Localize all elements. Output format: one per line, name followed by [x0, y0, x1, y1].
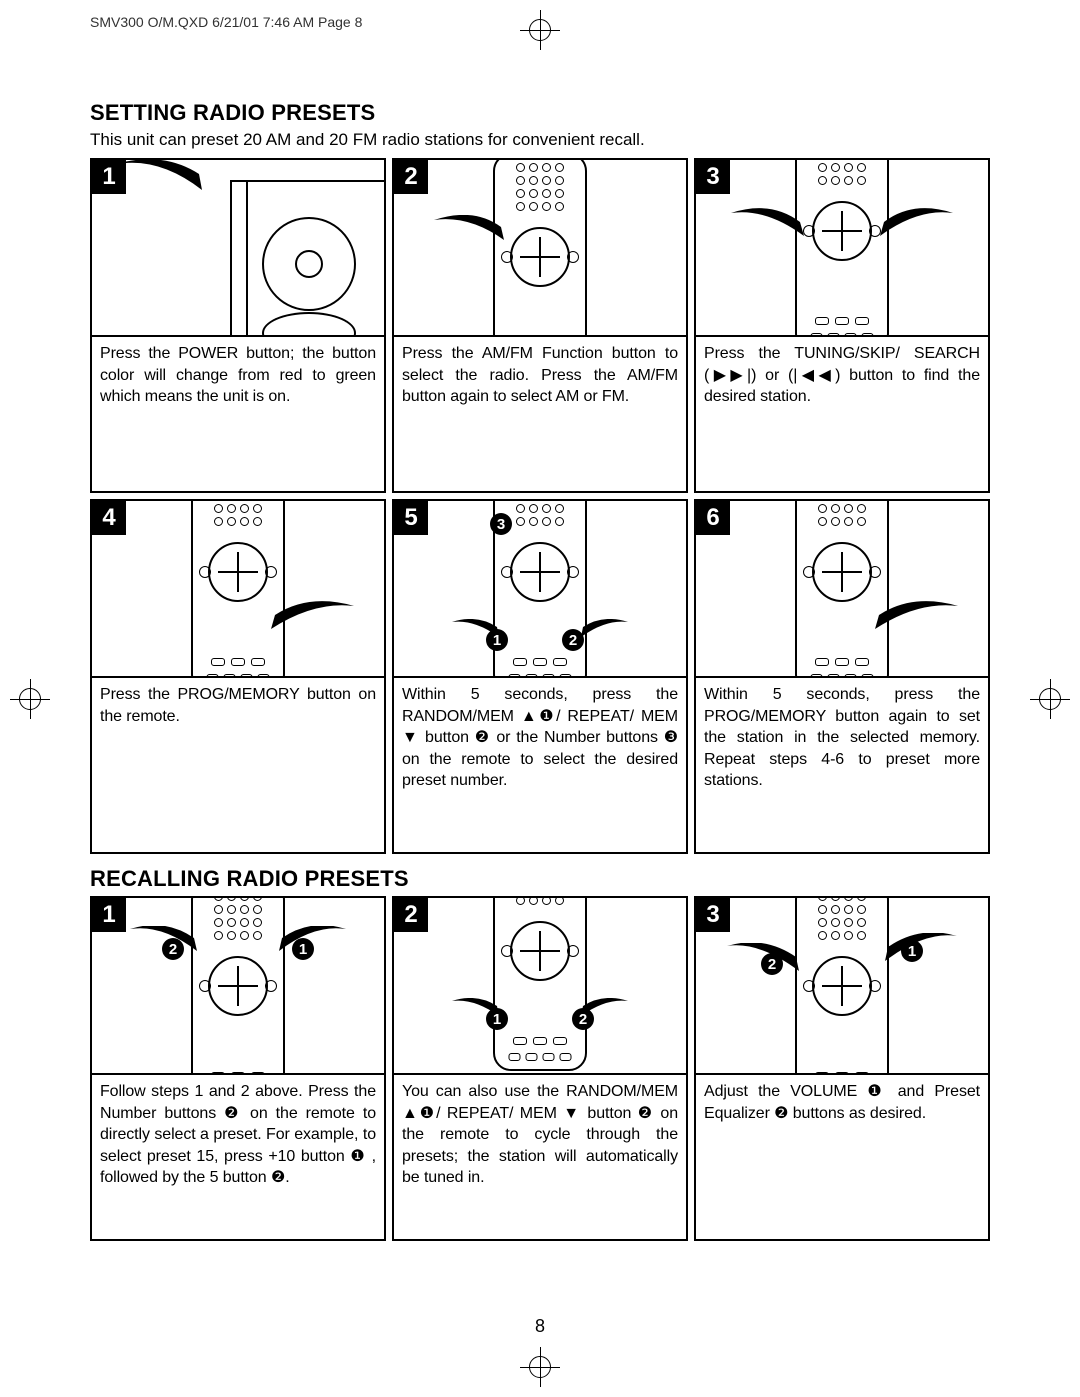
- crop-mark-right: [1030, 679, 1070, 719]
- step-cell: 6 Within 5 seconds, press the PROG/MEMOR…: [694, 499, 990, 854]
- press-arrow-icon: [868, 208, 958, 263]
- callout-badge: 1: [486, 629, 508, 651]
- step-text: Follow steps 1 and 2 above. Press the Nu…: [92, 1073, 384, 1239]
- page-number: 8: [0, 1316, 1080, 1337]
- step-illustration: 2: [394, 160, 686, 335]
- remote-drawing: [191, 898, 285, 1073]
- step-number-badge: 2: [394, 160, 428, 194]
- section-a-grid-row2: 4 Press the PROG/MEMORY button on the re…: [90, 499, 990, 854]
- step-illustration: 6: [696, 501, 988, 676]
- step-cell: 2 Press the AM/FM Function button to sel…: [392, 158, 688, 493]
- crop-mark-left: [10, 679, 50, 719]
- step-number-badge: 3: [696, 160, 730, 194]
- section-a-intro: This unit can preset 20 AM and 20 FM rad…: [90, 130, 990, 150]
- press-arrow-icon: [863, 601, 963, 656]
- step-text: You can also use the RANDOM/MEM ▲❶/ REPE…: [394, 1073, 686, 1239]
- step-cell: 3 2 1: [694, 896, 990, 1241]
- step-cell: 2 1 2: [392, 896, 688, 1241]
- crop-mark-bottom: [520, 1347, 560, 1387]
- step-text: Adjust the VOLUME ❶ and Preset Equalizer…: [696, 1073, 988, 1239]
- section-b-title: RECALLING RADIO PRESETS: [90, 866, 990, 892]
- press-arrow-icon: [429, 215, 519, 270]
- step-illustration: 1: [92, 160, 384, 335]
- step-text: Press the PROG/MEMORY button on the remo…: [92, 676, 384, 852]
- step-cell: 4 Press the PROG/MEMORY button on the re…: [90, 499, 386, 854]
- step-illustration: 3: [696, 160, 988, 335]
- callout-badge: 3: [490, 513, 512, 535]
- step-cell: 1 2 1: [90, 896, 386, 1241]
- step-number-badge: 5: [394, 501, 428, 535]
- step-text: Within 5 seconds, press the RANDOM/MEM ▲…: [394, 676, 686, 852]
- step-number-badge: 6: [696, 501, 730, 535]
- callout-badge: 2: [761, 953, 783, 975]
- press-arrow-icon: [259, 601, 359, 656]
- step-number-badge: 1: [92, 160, 126, 194]
- print-header-meta: SMV300 O/M.QXD 6/21/01 7:46 AM Page 8: [90, 14, 362, 30]
- callout-badge: 1: [292, 938, 314, 960]
- step-number-badge: 3: [696, 898, 730, 932]
- step-illustration: 3 2 1: [696, 898, 988, 1073]
- callout-badge: 2: [572, 1008, 594, 1030]
- step-illustration: 1 2 1: [92, 898, 384, 1073]
- callout-badge: 2: [162, 938, 184, 960]
- step-number-badge: 1: [92, 898, 126, 932]
- callout-badge: 1: [486, 1008, 508, 1030]
- stereo-unit-drawing: [230, 180, 384, 335]
- step-text: Press the TUNING/SKIP/ SEARCH (▶▶|) or (…: [696, 335, 988, 491]
- step-cell: 3 Press the TUNING/SKIP/ S: [694, 158, 990, 493]
- callout-badge: 1: [901, 940, 923, 962]
- press-arrow-icon: [726, 208, 816, 263]
- step-cell: 1 Press the POWER button; the button col…: [90, 158, 386, 493]
- section-a-grid-row1: 1 Press the POWER button; the button col…: [90, 158, 990, 493]
- remote-drawing: [493, 898, 587, 1071]
- section-a-title: SETTING RADIO PRESETS: [90, 100, 990, 126]
- step-illustration: 4: [92, 501, 384, 676]
- section-b-grid: 1 2 1: [90, 896, 990, 1241]
- step-text: Press the POWER button; the button color…: [92, 335, 384, 491]
- step-cell: 5 3 1 2: [392, 499, 688, 854]
- step-number-badge: 4: [92, 501, 126, 535]
- step-number-badge: 2: [394, 898, 428, 932]
- step-illustration: 5 3 1 2: [394, 501, 686, 676]
- crop-mark-top: [520, 10, 560, 50]
- callout-badge: 2: [562, 629, 584, 651]
- step-illustration: 2 1 2: [394, 898, 686, 1073]
- step-text: Press the AM/FM Function button to selec…: [394, 335, 686, 491]
- step-text: Within 5 seconds, press the PROG/MEMORY …: [696, 676, 988, 852]
- manual-page: SMV300 O/M.QXD 6/21/01 7:46 AM Page 8 SE…: [0, 0, 1080, 1397]
- content-area: SETTING RADIO PRESETS This unit can pres…: [90, 100, 990, 1241]
